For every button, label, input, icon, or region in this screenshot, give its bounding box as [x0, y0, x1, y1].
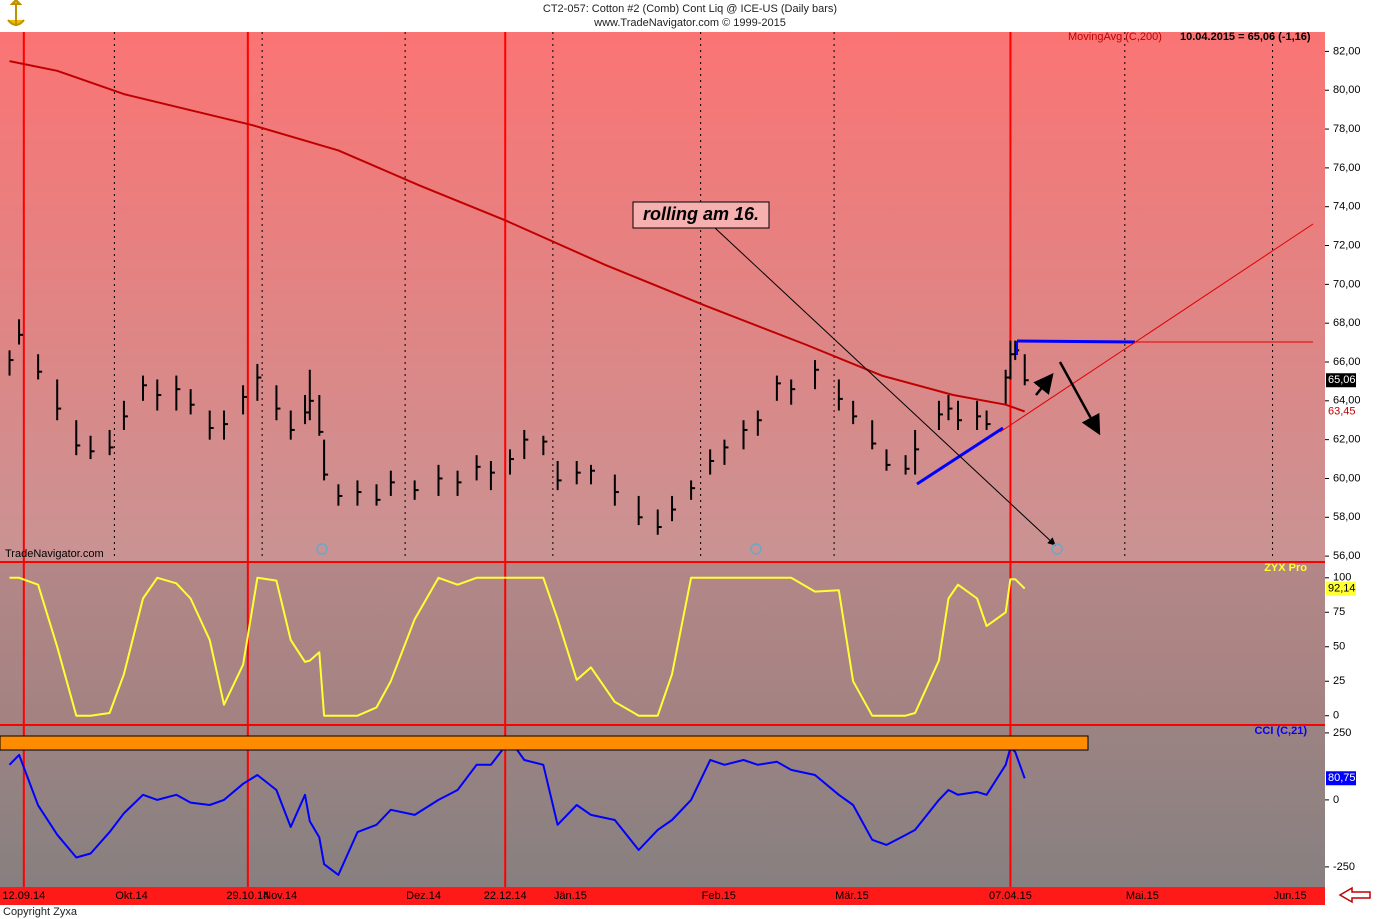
legend-entry: MovingAvg (C,200): [1068, 31, 1162, 43]
value-label: 92,14: [1328, 583, 1356, 595]
date-axis: [0, 887, 1325, 905]
panel-title: CCI (C,21): [1254, 725, 1307, 737]
x-tick-label: Mär.15: [835, 890, 869, 902]
y-tick-label: 76,00: [1333, 162, 1361, 174]
y-tick-label: -250: [1333, 861, 1355, 873]
y-tick-label: 82,00: [1333, 45, 1361, 57]
y-tick-label: 0: [1333, 794, 1339, 806]
y-tick-label: 60,00: [1333, 472, 1361, 484]
y-tick-label: 0: [1333, 710, 1339, 722]
footer: Copyright Zyxa: [3, 906, 78, 918]
trend-extension: [999, 223, 1314, 433]
chart-subtitle: www.TradeNavigator.com © 1999-2015: [593, 17, 786, 29]
x-tick-label: Nov.14: [263, 890, 297, 902]
resistance-line: [1016, 339, 1136, 344]
y-tick-label: 50: [1333, 641, 1345, 653]
moving-average: [9, 60, 1026, 413]
indicator-line: [9, 576, 1026, 717]
watermark: TradeNavigator.com: [5, 548, 104, 560]
x-tick-label: Mai.15: [1126, 890, 1159, 902]
highlight-band: [0, 735, 1089, 751]
y-tick-label: 78,00: [1333, 123, 1361, 135]
value-label: 65,06: [1328, 374, 1356, 386]
y-tick-label: 68,00: [1333, 317, 1361, 329]
y-tick-label: 74,00: [1333, 201, 1361, 213]
nav-arrow[interactable]: [1338, 886, 1371, 904]
y-tick-label: 25: [1333, 675, 1345, 687]
x-tick-label: Dez.14: [406, 890, 441, 902]
y-tick-label: 250: [1333, 727, 1351, 739]
zyx-panel: [0, 562, 1325, 725]
price-panel: [0, 32, 1325, 562]
annotation-box: [632, 201, 770, 229]
event-icon: [1051, 543, 1063, 555]
y-tick-label: 56,00: [1333, 550, 1361, 562]
x-marker-label: 22.12.14: [484, 890, 527, 902]
event-icons: [316, 543, 1063, 555]
value-label: 80,75: [1328, 772, 1356, 784]
plot-layer: Okt.14 Nov.14 Dez.14 Jän.15 Feb.15 Mär.15 Mai.…: [2, 31, 1360, 902]
chart-title: CT2-057: Cotton #2 (Comb) Cont Liq @ ICE…: [543, 3, 837, 15]
value-label-box: [1326, 771, 1356, 786]
panel-title: ZYX Pro: [1264, 562, 1307, 574]
arrow-up: [1033, 373, 1054, 396]
y-tick-label: 66,00: [1333, 356, 1361, 368]
y-tick-label: 80,00: [1333, 84, 1361, 96]
annotation-pointer: [714, 227, 1056, 546]
value-label-box: [1326, 373, 1356, 388]
y-tick-label: 75: [1333, 606, 1345, 618]
x-tick-label: Jun.15: [1274, 890, 1307, 902]
x-marker-label: 29.10.14: [226, 890, 269, 902]
x-tick-label: Jän.15: [554, 890, 587, 902]
x-marker-label: 07.04.15: [989, 890, 1032, 902]
y-tick-label: 100: [1333, 572, 1351, 584]
readout: 10.04.2015 = 65,06 (-1,16): [1180, 31, 1311, 43]
y-tick-label: 72,00: [1333, 239, 1361, 251]
value-label-box: [1326, 581, 1356, 596]
y-tick-label: 70,00: [1333, 278, 1361, 290]
cci-panel: [0, 725, 1325, 887]
y-tick-label: 64,00: [1333, 395, 1361, 407]
annotation: rolling am 16.: [643, 204, 759, 224]
x-marker-label: 12.09.14: [2, 890, 45, 902]
arrow-down: [1058, 361, 1101, 436]
value-label: 63,45: [1328, 405, 1356, 417]
event-icon: [750, 543, 762, 555]
x-tick-label: Feb.15: [702, 890, 736, 902]
logo: [7, 0, 25, 26]
event-icon: [316, 543, 328, 555]
x-tick-label: Okt.14: [115, 890, 147, 902]
y-tick-label: 62,00: [1333, 434, 1361, 446]
y-tick-label: 58,00: [1333, 511, 1361, 523]
